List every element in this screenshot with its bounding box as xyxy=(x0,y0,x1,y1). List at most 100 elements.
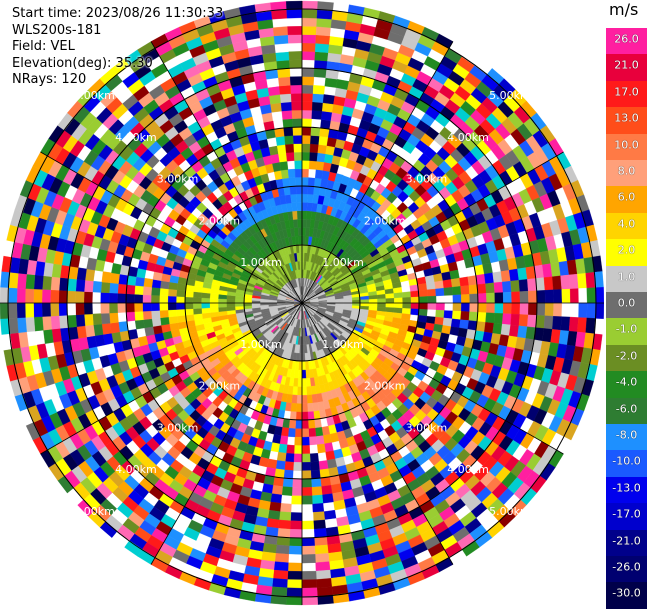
range-gate xyxy=(569,317,579,332)
range-gate xyxy=(486,293,495,303)
range-gate xyxy=(453,303,462,311)
range-gate xyxy=(436,303,445,311)
range-gate xyxy=(302,18,317,27)
range-gate xyxy=(302,160,310,169)
range-gate xyxy=(302,236,306,245)
range-gate xyxy=(168,296,177,303)
range-gate xyxy=(452,286,461,295)
range-gate xyxy=(277,528,290,537)
range-gate xyxy=(302,102,313,111)
range-gate xyxy=(310,462,319,471)
range-gate xyxy=(292,110,302,119)
range-gate xyxy=(272,111,283,121)
range-gate xyxy=(478,293,487,303)
range-gate xyxy=(302,462,311,471)
range-gate xyxy=(509,269,519,281)
range-gate xyxy=(511,292,520,303)
range-gate xyxy=(436,288,445,296)
range-gate xyxy=(369,299,378,303)
range-gate xyxy=(595,287,604,303)
range-gate xyxy=(25,289,34,304)
range-gate xyxy=(317,10,333,19)
range-gate xyxy=(316,161,324,170)
range-gate xyxy=(369,303,378,307)
range-gate xyxy=(511,314,520,326)
range-gate xyxy=(361,300,370,304)
range-gate xyxy=(293,462,302,471)
range-gate xyxy=(386,298,395,303)
range-gate xyxy=(302,529,314,538)
elevation-label: Elevation(deg): 35.30 xyxy=(12,56,223,73)
range-gate xyxy=(151,287,160,295)
range-gate xyxy=(570,289,579,304)
range-gate xyxy=(117,293,126,303)
range-gate xyxy=(427,310,436,317)
range-gate xyxy=(302,404,308,413)
range-gate xyxy=(561,317,571,332)
range-gate xyxy=(102,272,112,283)
range-gate xyxy=(326,451,336,461)
colorbar-tick-label: -13.0 xyxy=(606,481,647,494)
range-gate xyxy=(519,314,528,326)
range-gate xyxy=(276,460,286,470)
range-gate xyxy=(302,93,313,102)
range-gate xyxy=(272,578,287,588)
colorbar-tick-label: -26.0 xyxy=(606,561,647,574)
range-gate xyxy=(119,274,129,285)
range-gate xyxy=(126,312,135,322)
range-gate xyxy=(193,303,202,309)
colorbar-tick-label: -10.0 xyxy=(606,455,647,468)
start-time-label: Start time: 2023/08/26 11:30:33 xyxy=(12,6,223,23)
range-gate xyxy=(486,283,495,294)
range-gate xyxy=(323,94,335,104)
range-gate xyxy=(280,503,291,512)
range-gate xyxy=(444,287,453,295)
range-gate xyxy=(118,284,127,294)
range-gate xyxy=(76,303,85,315)
range-gate xyxy=(277,145,286,154)
range-gate xyxy=(309,437,317,446)
range-gate xyxy=(302,571,317,580)
range-gate xyxy=(586,318,596,334)
range-gate xyxy=(324,510,336,520)
range-gate xyxy=(144,278,153,287)
range-gate xyxy=(285,462,294,471)
range-gate xyxy=(159,296,168,304)
range-gate xyxy=(435,317,444,325)
range-gate xyxy=(476,274,486,285)
range-gate xyxy=(227,299,236,303)
range-gate xyxy=(302,387,307,396)
range-gate xyxy=(153,325,163,334)
range-gate xyxy=(168,310,177,317)
range-gate xyxy=(302,219,306,228)
range-gate xyxy=(545,290,554,303)
instrument-label: WLS200s-181 xyxy=(12,23,223,40)
range-gate xyxy=(511,303,520,314)
range-gate xyxy=(319,460,329,470)
range-gate xyxy=(316,35,331,45)
range-gate xyxy=(403,303,412,309)
range-label: 1.00km xyxy=(240,338,282,351)
range-gate xyxy=(320,477,331,487)
range-gate xyxy=(0,303,9,319)
range-gate xyxy=(67,303,76,315)
range-gate xyxy=(289,538,302,547)
range-gate xyxy=(302,9,317,18)
range-gate xyxy=(42,289,51,303)
range-label: 5.00km xyxy=(73,89,115,102)
range-gate xyxy=(8,288,17,303)
range-gate xyxy=(143,303,152,311)
range-gate xyxy=(42,316,51,330)
range-gate xyxy=(298,228,302,237)
range-gate xyxy=(486,313,495,324)
range-gate xyxy=(293,135,302,144)
range-gate xyxy=(311,127,321,136)
range-gate xyxy=(143,295,152,303)
range-gate xyxy=(85,269,95,281)
range-gate xyxy=(316,562,331,572)
range-gate xyxy=(452,311,461,320)
range-gate xyxy=(486,303,495,313)
range-gate xyxy=(443,279,452,288)
range-gate xyxy=(402,308,411,314)
range-gate xyxy=(302,588,317,597)
